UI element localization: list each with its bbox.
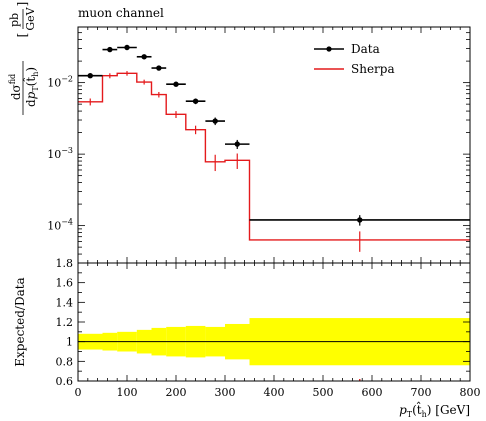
data-point [357,217,363,223]
main-y-ticks: 10−2 10−3 10−4 [47,26,470,264]
ratio-y-label: Expected/Data [13,277,27,366]
ratio-x-tick-label: 400 [264,386,285,399]
main-points-layer [78,44,470,226]
data-point [141,54,147,60]
ratio-x-tick-label: 100 [117,386,138,399]
data-point [212,118,218,124]
data-point [87,73,93,79]
ratio-x-tick-label: 500 [313,386,334,399]
main-y-label: dσfid dpT(t̂h) [ pb GeV ] [8,2,40,115]
data-point [173,81,179,87]
legend: Data Sherpa [314,42,395,76]
data-point [156,65,162,71]
sherpa-histogram-line [78,72,470,241]
ratio-y-tick-label: 1 [66,336,73,349]
main-y-tick-label: 10−3 [47,146,73,161]
main-y-label-num: dσfid [8,74,23,100]
main-y-label-unit-close: ] [15,2,29,7]
chart-title: muon channel [78,6,164,20]
legend-sherpa-label: Sherpa [351,62,395,76]
legend-data-label: Data [351,42,380,56]
ratio-x-tick-label: 600 [362,386,383,399]
main-plot-frame [77,26,471,264]
data-point [107,46,113,53]
ratio-y-tick-label: 1.2 [56,316,74,329]
main-y-tick-label: 10−4 [47,218,73,233]
data-point [124,44,130,51]
legend-data-marker [326,46,332,52]
ratio-x-tick-label: 200 [166,386,187,399]
ratio-x-tick-label: 0 [75,386,82,399]
ratio-y-tick-label: 1.6 [56,277,74,290]
ratio-x-tick-label: 800 [460,386,481,399]
main-hist-layer [78,71,470,252]
main-y-tick-label: 10−2 [47,75,73,90]
main-y-label-unit-num: pb [8,13,21,27]
main-x-ticks [77,27,471,263]
ratio-y-tick-label: 1.4 [56,296,74,309]
main-y-label-unit-den: GeV [24,6,37,30]
main-panel: 10−2 10−3 10−4 [47,26,471,264]
ratio-y-tick-label: 0.8 [56,355,74,368]
ratio-x-tick-label: 300 [215,386,236,399]
main-y-label-den: dpT(t̂h) [21,67,40,107]
ratio-x-tick-label: 700 [411,386,432,399]
ratio-panel: 0.6 0.8 1 1.2 1.4 1.6 1.8 0 100 200 300 400 500 600 7… [56,257,481,399]
data-point [234,141,240,147]
data-point [192,98,199,104]
ratio-plot-frame [77,262,471,382]
x-axis-label: pT(t̂h) [GeV] [399,400,470,419]
ratio-y-tick-label: 1.8 [56,257,74,270]
main-y-label-unit: [ [15,33,29,38]
ratio-y-tick-label: 0.6 [56,375,74,388]
